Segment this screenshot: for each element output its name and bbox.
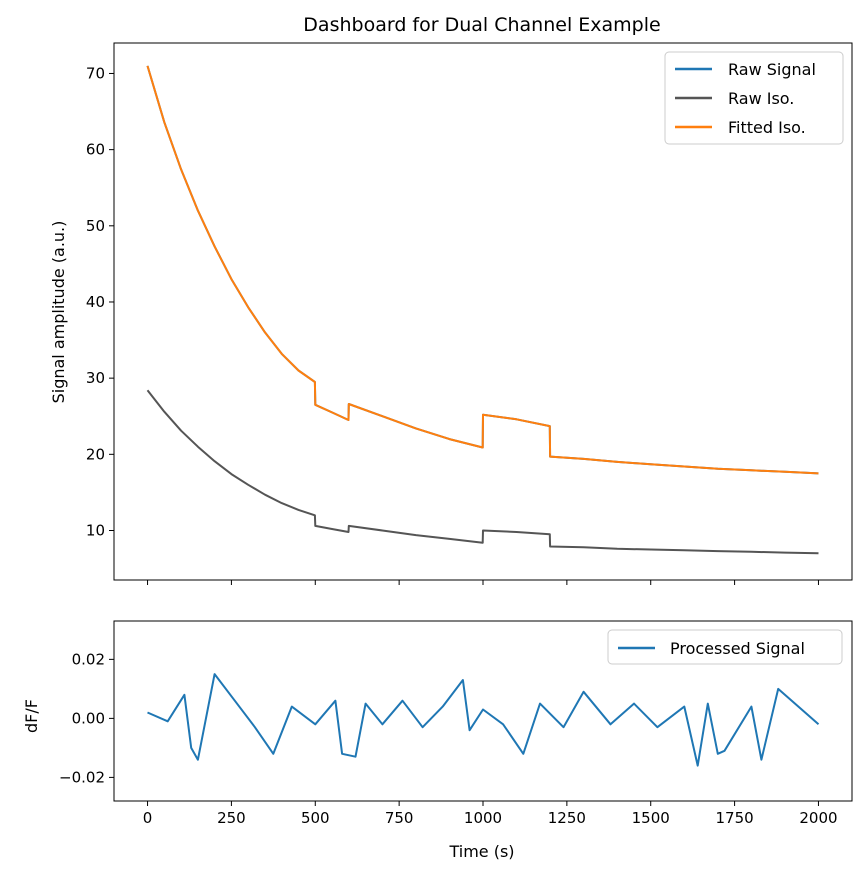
dff-x-ticks: 0 250 500 750 1000 1250 1500 1750 2000	[143, 801, 838, 827]
x-tick-label: 250	[217, 809, 246, 827]
signal-panel: Dashboard for Dual Channel Example Signa…	[49, 14, 853, 585]
x-axis-label-time: Time (s)	[448, 842, 514, 861]
y-tick-label: 30	[86, 369, 105, 387]
y-tick-label: 0.00	[72, 709, 105, 727]
dff-panel: dF/F Time (s) −0.02 0.00 0.02 0 250 500 750 10…	[22, 620, 853, 861]
x-tick-label: 1250	[548, 809, 586, 827]
y-tick-label: 10	[86, 521, 105, 539]
x-tick-label: 1000	[464, 809, 502, 827]
signal-x-ticks	[147, 580, 819, 585]
legend-label-processed-signal: Processed Signal	[670, 639, 805, 658]
legend-label-raw-iso: Raw Iso.	[728, 89, 794, 108]
signal-legend-box	[664, 51, 844, 145]
chart-title: Dashboard for Dual Channel Example	[303, 14, 660, 36]
x-tick-label: 500	[301, 809, 330, 827]
legend-label-raw-signal: Raw Signal	[728, 60, 816, 79]
series-line-fitted-iso	[146, 65, 819, 475]
y-tick-label: 0.02	[72, 650, 105, 668]
y-axis-label-dff: dF/F	[22, 699, 41, 733]
y-tick-label: 60	[86, 141, 105, 159]
dff-series-group	[147, 673, 820, 767]
x-tick-label: 750	[385, 809, 414, 827]
x-tick-label: 1500	[632, 809, 670, 827]
y-tick-label: −0.02	[59, 768, 105, 786]
legend-label-fitted-iso: Fitted Iso.	[728, 118, 806, 137]
signal-plot-frame	[113, 42, 853, 581]
series-line-processed-signal	[147, 673, 820, 767]
x-tick-label: 2000	[799, 809, 837, 827]
signal-series-group	[146, 65, 819, 555]
dff-y-ticks: −0.02 0.00 0.02	[59, 650, 114, 786]
signal-legend: Raw Signal Raw Iso. Fitted Iso.	[664, 51, 844, 145]
y-tick-label: 20	[86, 445, 105, 463]
x-tick-label: 0	[143, 809, 153, 827]
signal-y-ticks: 10 20 30 40 50 60 70	[86, 64, 114, 539]
dff-legend-box	[607, 629, 843, 665]
x-tick-label: 1750	[715, 809, 753, 827]
series-line-raw-iso	[146, 389, 819, 555]
y-tick-label: 70	[86, 64, 105, 82]
y-axis-label-signal: Signal amplitude (a.u.)	[49, 221, 68, 404]
dff-plot-frame	[113, 620, 853, 802]
y-tick-label: 40	[86, 293, 105, 311]
dff-legend: Processed Signal	[607, 629, 843, 665]
y-tick-label: 50	[86, 217, 105, 235]
